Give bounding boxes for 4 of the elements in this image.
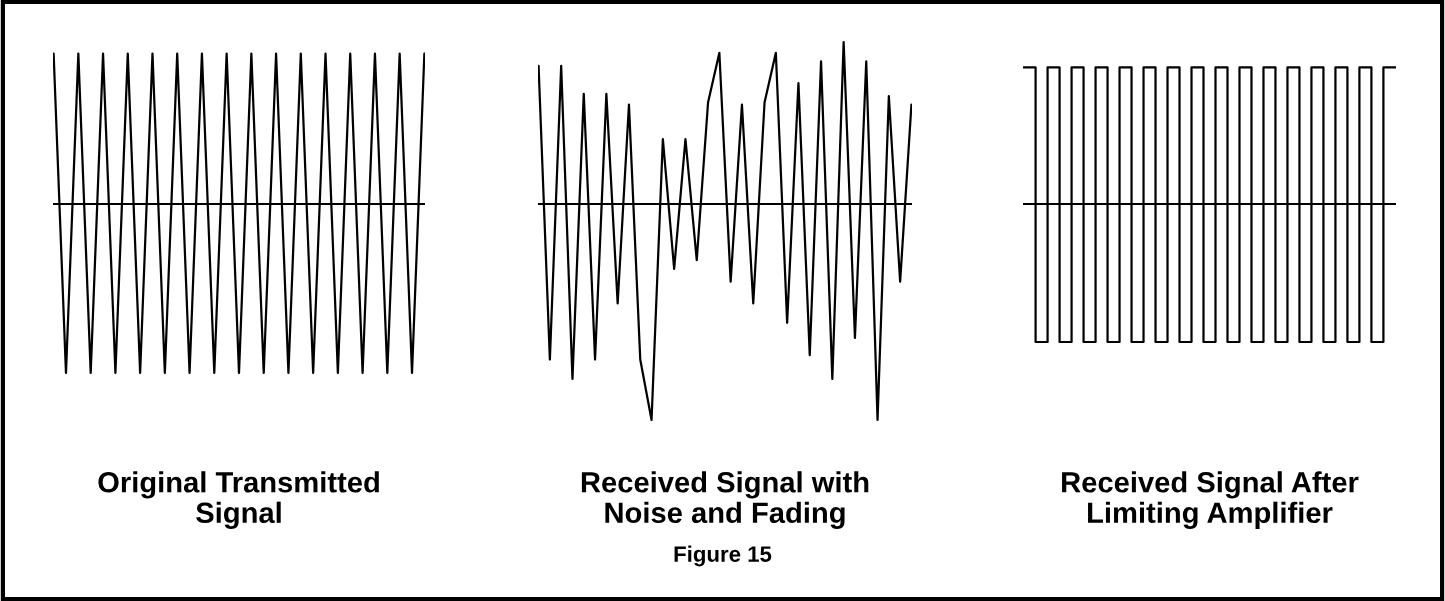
caption: Figure 15: [674, 545, 772, 567]
x-axis-title: Received Signal with Noise and Fading: [581, 471, 869, 529]
x-axis-title: Original Transmitted Signal: [98, 471, 379, 529]
x-axis-title: Received Signal After Limiting Amplifier: [1062, 471, 1359, 529]
